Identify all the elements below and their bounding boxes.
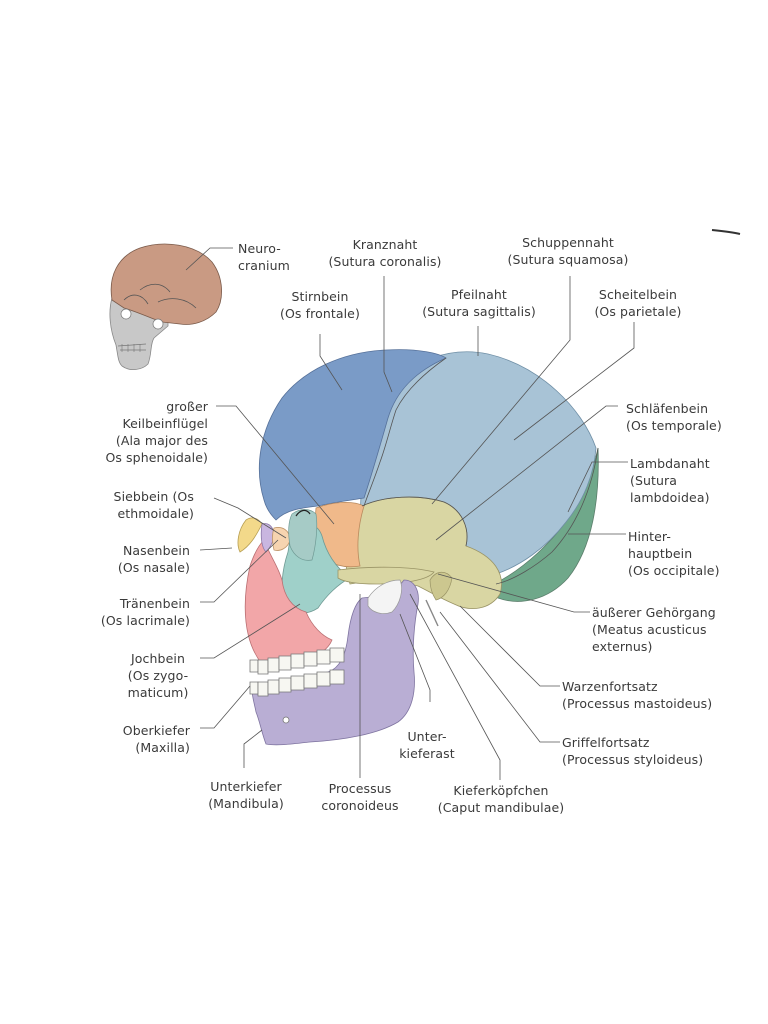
label-gehoergang: äußerer Gehörgang (Meatus acusticus exter… (592, 605, 716, 654)
label-kieferkoepfchen: Kieferköpfchen (Caput mandibulae) (437, 783, 565, 815)
label-warzenfortsatz: Warzenfortsatz (Processus mastoideus) (562, 679, 713, 711)
label-schlaefenbein: Schläfenbein (Os temporale) (626, 401, 722, 433)
label-scheitelbein: Scheitelbein (Os parietale) (594, 287, 682, 319)
label-stirnbein: Stirnbein (Os frontale) (280, 289, 360, 321)
label-neurocranium: Neuro-cranium (238, 241, 290, 273)
label-unterkiefer: Unterkiefer (Mandibula) (208, 779, 284, 811)
label-pfeilnaht: Pfeilnaht (Sutura sagittalis) (422, 287, 536, 319)
lower-teeth (249, 669, 345, 697)
label-schuppennaht: Schuppennaht (Sutura squamosa) (507, 235, 629, 267)
frontal-bone (258, 349, 447, 521)
inset-skull (109, 243, 222, 370)
label-traenenbein: Tränenbein (Os lacrimale) (100, 596, 190, 628)
label-jochbein: Jochbein (Os zygo- maticum) (127, 651, 189, 700)
label-oberkiefer: Oberkiefer (Maxilla) (122, 723, 190, 755)
label-unterkieferast: Unter-kieferast (399, 729, 455, 761)
squamous-suture-line (361, 496, 468, 547)
lambdoid-suture-line (495, 447, 599, 585)
ethmoid-bone (260, 523, 275, 553)
upper-teeth (249, 647, 345, 675)
scan-mark (711, 229, 741, 235)
label-keilbeinfluegel: großer Keilbeinflügel (Ala major des Os sp… (105, 399, 208, 465)
main-skull (237, 349, 599, 746)
label-siebbein: Siebbein (Os ethmoidale) (113, 489, 194, 521)
label-griffelfortsatz: Griffelfortsatz (Processus styloideus) (562, 735, 704, 767)
condyle-gap (367, 579, 402, 614)
label-nasenbein: Nasenbein (Os nasale) (117, 543, 190, 575)
label-lambdanaht: Lambdanaht (Sutura lambdoidea) (630, 456, 710, 505)
coronal-suture-line (363, 357, 447, 507)
label-kranznaht: Kranznaht (Sutura coronalis) (328, 237, 442, 269)
occipital-bone (489, 447, 599, 602)
label-processus-coronoideus: Processus coronoideus (321, 781, 399, 813)
lacrimal-bone (272, 527, 291, 551)
label-hinterhauptbein: Hinter-hauptbein (Os occipitale) (628, 529, 720, 578)
leader-lines (185, 247, 635, 780)
orbit (288, 509, 318, 561)
zygomatic-arch (337, 566, 435, 585)
mandible-bone (251, 579, 419, 746)
